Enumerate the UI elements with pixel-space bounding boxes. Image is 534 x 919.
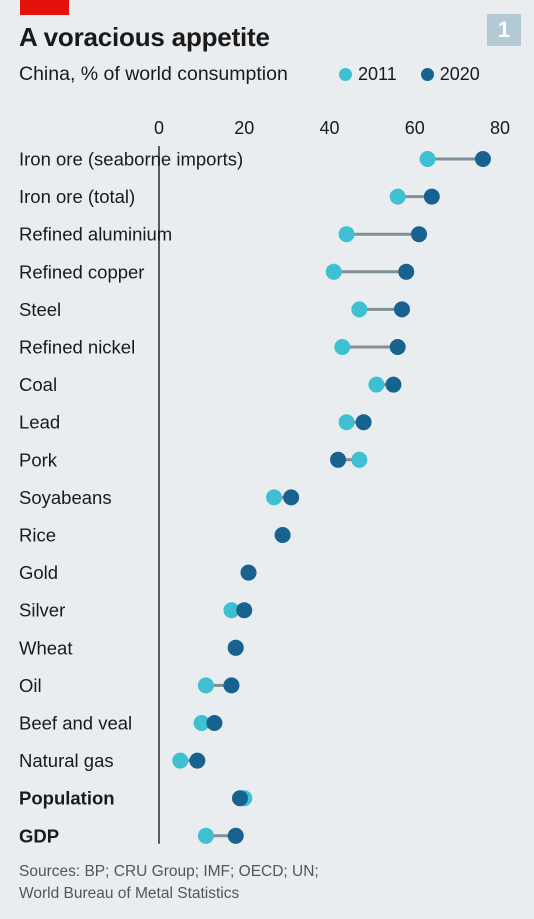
point-2020 [283, 489, 300, 506]
category-label: Wheat [19, 637, 72, 658]
source-line-1: Sources: BP; CRU Group; IMF; OECD; UN; [19, 863, 319, 880]
point-2011 [368, 376, 385, 393]
point-2020 [240, 564, 257, 581]
point-2020 [411, 226, 428, 243]
point-2011 [197, 677, 214, 694]
x-tick-label: 0 [154, 118, 164, 138]
point-2011 [351, 451, 368, 468]
legend-label-2020: 2020 [439, 64, 480, 84]
point-2020 [206, 715, 223, 731]
point-2011 [338, 226, 355, 243]
source-note: Sources: BP; CRU Group; IMF; OECD; UN; W… [19, 861, 399, 905]
point-2020 [385, 376, 402, 393]
point-2020 [227, 639, 244, 656]
point-2020 [474, 151, 491, 167]
point-2020 [189, 752, 206, 769]
point-2011 [419, 151, 436, 167]
category-label: Refined copper [19, 261, 144, 282]
category-label: Oil [19, 675, 42, 696]
category-label: Natural gas [19, 750, 114, 771]
category-label: Refined aluminium [19, 224, 172, 245]
category-label: Beef and veal [19, 713, 132, 734]
point-2020 [231, 790, 248, 807]
point-2011 [325, 263, 342, 280]
point-2011 [193, 715, 210, 731]
point-2020 [423, 188, 440, 205]
category-label: Coal [19, 374, 57, 395]
chart-number-badge: 1 [487, 14, 521, 46]
legend-item-2011: 2011 [339, 64, 397, 85]
point-2011 [334, 339, 351, 355]
point-2011 [172, 752, 189, 769]
category-label: GDP [19, 825, 59, 846]
category-label: Gold [19, 562, 58, 583]
legend: 2011 2020 [339, 64, 480, 85]
point-2020 [236, 602, 253, 619]
category-label: Soyabeans [19, 487, 112, 508]
chart-subtitle: China, % of world consumption [19, 63, 288, 85]
point-2011 [338, 414, 355, 431]
x-tick-label: 60 [405, 118, 425, 138]
legend-swatch-2020 [420, 68, 434, 81]
brand-tag [20, 0, 69, 15]
point-2020 [274, 527, 291, 543]
point-2020 [330, 451, 347, 468]
category-label: Refined nickel [19, 337, 135, 358]
x-tick-label: 80 [490, 118, 510, 138]
point-2011 [197, 827, 214, 844]
x-tick-label: 40 [319, 118, 339, 138]
dot-plot-chart: 0 20 40 60 80 Iron ore (seaborne imports) Iron… [19, 118, 510, 846]
category-label: Lead [19, 412, 60, 433]
category-label: Pork [19, 449, 58, 470]
point-2011 [223, 602, 240, 619]
point-2020 [227, 827, 244, 844]
category-label: Rice [19, 525, 56, 546]
category-label: Steel [19, 299, 61, 320]
category-label: Population [19, 788, 115, 809]
point-2011 [351, 301, 368, 318]
chart-title: A voracious appetite [19, 22, 270, 52]
point-2020 [393, 301, 410, 318]
legend-item-2020: 2020 [420, 64, 480, 85]
point-2011 [389, 188, 406, 205]
point-2020 [223, 677, 240, 694]
source-line-2: World Bureau of Metal Statistics [19, 885, 240, 902]
category-label: Silver [19, 600, 65, 621]
legend-swatch-2011 [339, 68, 352, 81]
point-2011 [266, 489, 283, 506]
legend-label-2011: 2011 [358, 64, 397, 84]
category-label: Iron ore (seaborne imports) [19, 149, 243, 170]
category-label: Iron ore (total) [19, 186, 135, 207]
point-2020 [398, 263, 415, 280]
point-2020 [355, 414, 372, 431]
x-tick-label: 20 [234, 118, 254, 138]
point-2020 [389, 339, 406, 355]
